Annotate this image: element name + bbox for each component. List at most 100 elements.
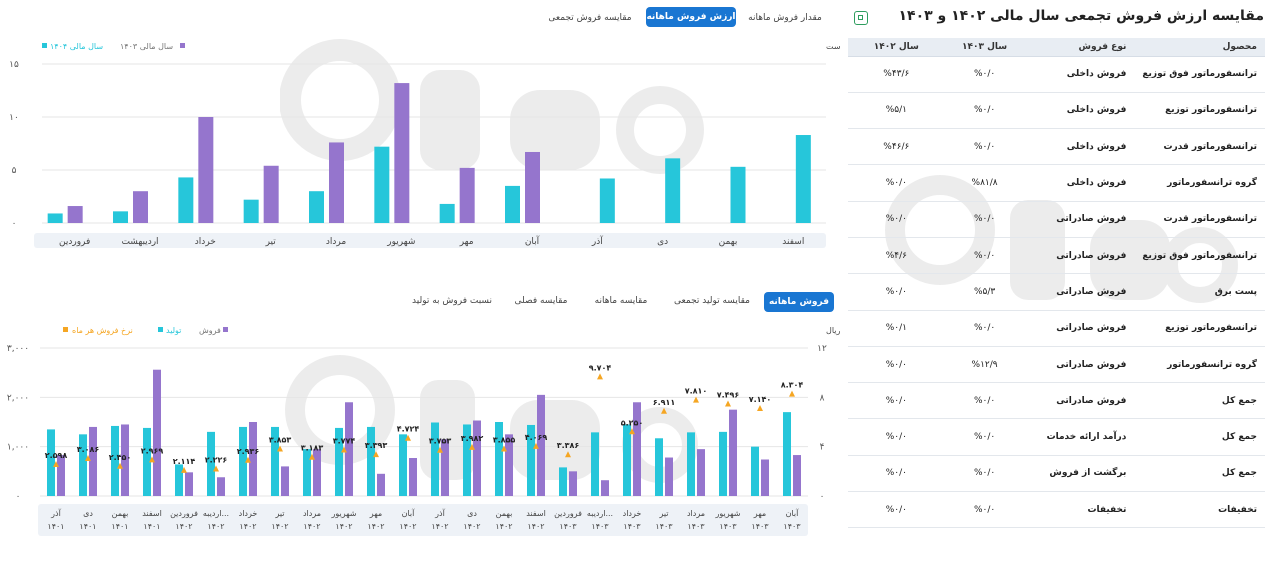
bar-sales <box>505 434 513 496</box>
bar-sales <box>441 439 449 496</box>
y-left-tick-label: ۲,۰۰۰ <box>7 393 29 403</box>
y-left-tick-label: ۳,۰۰۰ <box>7 344 29 354</box>
bar-1403 <box>329 142 344 223</box>
cell-1403: %۰/۰ <box>944 92 1025 130</box>
table-row: ترانسفورماتور توزیع فروش داخلی %۰/۰ %۵/۱ <box>848 92 1265 130</box>
bar-production <box>79 434 87 496</box>
table-row: ترانسفورماتور فوق توزیع فروش صادراتی %۰/۰%… <box>848 237 1265 275</box>
bar-1403 <box>67 206 83 223</box>
cell-product: ترانسفورماتور فوق توزیع <box>1134 56 1265 93</box>
bar-1403 <box>263 165 279 223</box>
cell-1403: %۰/۰ <box>944 310 1025 347</box>
bar-production <box>783 412 791 496</box>
x-tick-label: تیر <box>265 237 277 247</box>
bar-sales <box>377 473 385 496</box>
y-tick-label: ۱۰ <box>9 113 19 123</box>
cell-sale-type: فروش صادراتی <box>1024 201 1135 238</box>
bar-production <box>591 432 599 496</box>
x-tick-label: دی <box>657 237 668 247</box>
rate-marker <box>309 453 315 460</box>
tab-monthly-value[interactable]: ارزش فروش ماهانه <box>646 7 736 27</box>
legend-label-sales: فروش <box>199 326 221 335</box>
bar-production <box>367 426 375 496</box>
x-tick-year: ۱۴۰۱ <box>143 522 160 531</box>
bar-1404 <box>599 178 615 223</box>
x-tick-month: مرداد <box>303 509 321 518</box>
table-header-row: محصول نوع فروش سال ۱۴۰۳ سال ۱۴۰۲ <box>848 38 1265 57</box>
x-tick-year: ۱۴۰۲ <box>367 522 384 531</box>
cell-product: ترانسفورماتور قدرت <box>1134 128 1265 166</box>
bar-1404 <box>309 191 324 223</box>
cell-1402: %۰/۰ <box>848 346 945 384</box>
x-tick-year: ۱۴۰۳ <box>591 522 609 531</box>
cell-1402: %۰/۰ <box>848 201 945 238</box>
x-tick-year: ۱۴۰۳ <box>623 522 641 531</box>
x-tick-month: دی <box>83 509 93 518</box>
tab-monthly-quantity[interactable]: مقدار فروش ماهانه <box>748 13 822 23</box>
legend-marker-rate <box>63 327 68 332</box>
table-row: جمع کل فروش صادراتی %۰/۰ %۰/۰ <box>848 382 1265 420</box>
x-tick-label: مرداد <box>326 237 346 247</box>
bar-production <box>527 424 535 496</box>
x-tick-year: ۱۴۰۳ <box>559 522 577 531</box>
rate-label: ۵.۲۵۰ <box>621 418 644 427</box>
rate-label: ۳.۹۸۲ <box>461 434 484 443</box>
bar-production <box>175 464 183 496</box>
x-axis-band <box>38 504 808 536</box>
cell-sale-type: برگشت از فروش <box>1024 455 1135 493</box>
rate-label: ۳.۸۵۳ <box>269 435 292 444</box>
x-tick-year: ۱۴۰۲ <box>463 522 480 531</box>
x-tick-year: ۱۴۰۱ <box>47 522 64 531</box>
tab-quarterly-comparison[interactable]: مقایسه فصلی <box>514 296 568 306</box>
cell-1402: %۰/۰ <box>848 455 945 493</box>
y-left-tick-label: ۱,۰۰۰ <box>7 443 29 453</box>
tab-cumulative-production[interactable]: مقایسه تولید تجمعی <box>674 296 750 306</box>
bar-production <box>143 427 151 496</box>
rate-marker <box>117 462 123 469</box>
rate-marker <box>181 466 187 473</box>
x-tick-month: شهریور <box>330 509 356 518</box>
x-tick-year: ۱۴۰۲ <box>175 522 192 531</box>
x-tick-label: اردیبهشت <box>121 237 158 247</box>
cell-product: ترانسفورماتور توزیع <box>1134 310 1265 347</box>
rate-marker <box>693 396 699 403</box>
bar-sales <box>313 449 321 496</box>
bar-production <box>559 467 567 496</box>
cell-1403: %۱۲/۹ <box>944 346 1025 384</box>
x-tick-year: ۱۴۰۲ <box>239 522 256 531</box>
bar-sales <box>601 480 609 496</box>
tab-cumulative-comparison[interactable]: مقایسه فروش تجمعی <box>548 13 632 23</box>
cell-product: جمع کل <box>1134 455 1265 493</box>
cell-1402: %۰/۰ <box>848 418 945 456</box>
rate-marker <box>725 400 731 407</box>
bar-production <box>655 438 663 496</box>
rate-marker <box>149 456 155 463</box>
x-tick-year: ۱۴۰۲ <box>399 522 416 531</box>
x-tick-month: شهریور <box>714 509 740 518</box>
x-tick-label: آبان <box>525 235 540 247</box>
tab-sales-to-production[interactable]: نسبت فروش به تولید <box>412 296 492 306</box>
header-sale-type: نوع فروش <box>1024 38 1135 57</box>
x-tick-year: ۱۴۰۳ <box>751 522 769 531</box>
bar-production <box>751 446 759 496</box>
cell-1403: %۵/۳ <box>944 273 1025 311</box>
tab-monthly-sales[interactable]: فروش ماهانه <box>764 292 834 312</box>
rate-label: ۳.۳۹۳ <box>365 441 388 450</box>
rate-label: ۲.۹۳۶ <box>237 447 260 456</box>
x-tick-month: دی <box>467 509 477 518</box>
excel-export-icon[interactable] <box>854 11 868 25</box>
cell-sale-type: درآمد ارائه خدمات <box>1024 418 1135 456</box>
bar-1403 <box>198 117 214 223</box>
bar-1403 <box>525 151 540 223</box>
monthly-value-chart: ۰ ۵ ۱۰ ۱۵ سال مالی ۱۴۰۴ سال مالی ۱۴۰۳ اعداد بر… <box>9 42 840 248</box>
cell-sale-type: تخفیفات <box>1024 491 1135 529</box>
rate-label: ۲.۹۶۹ <box>141 446 164 455</box>
cell-sale-type: فروش صادراتی <box>1024 237 1135 275</box>
cell-product: ترانسفورماتور توزیع <box>1134 92 1265 130</box>
x-tick-label: فروردین <box>59 237 90 247</box>
tab-monthly-comparison[interactable]: مقایسه ماهانه <box>594 296 648 306</box>
rate-label: ۷.۱۴۰ <box>749 395 772 404</box>
table-row: ترانسفورماتور فوق توزیع فروش داخلی %۰/۰ %۴۳… <box>848 56 1265 93</box>
x-tick-label: آذر <box>591 235 603 247</box>
cell-1402: %۵/۱ <box>848 92 945 130</box>
